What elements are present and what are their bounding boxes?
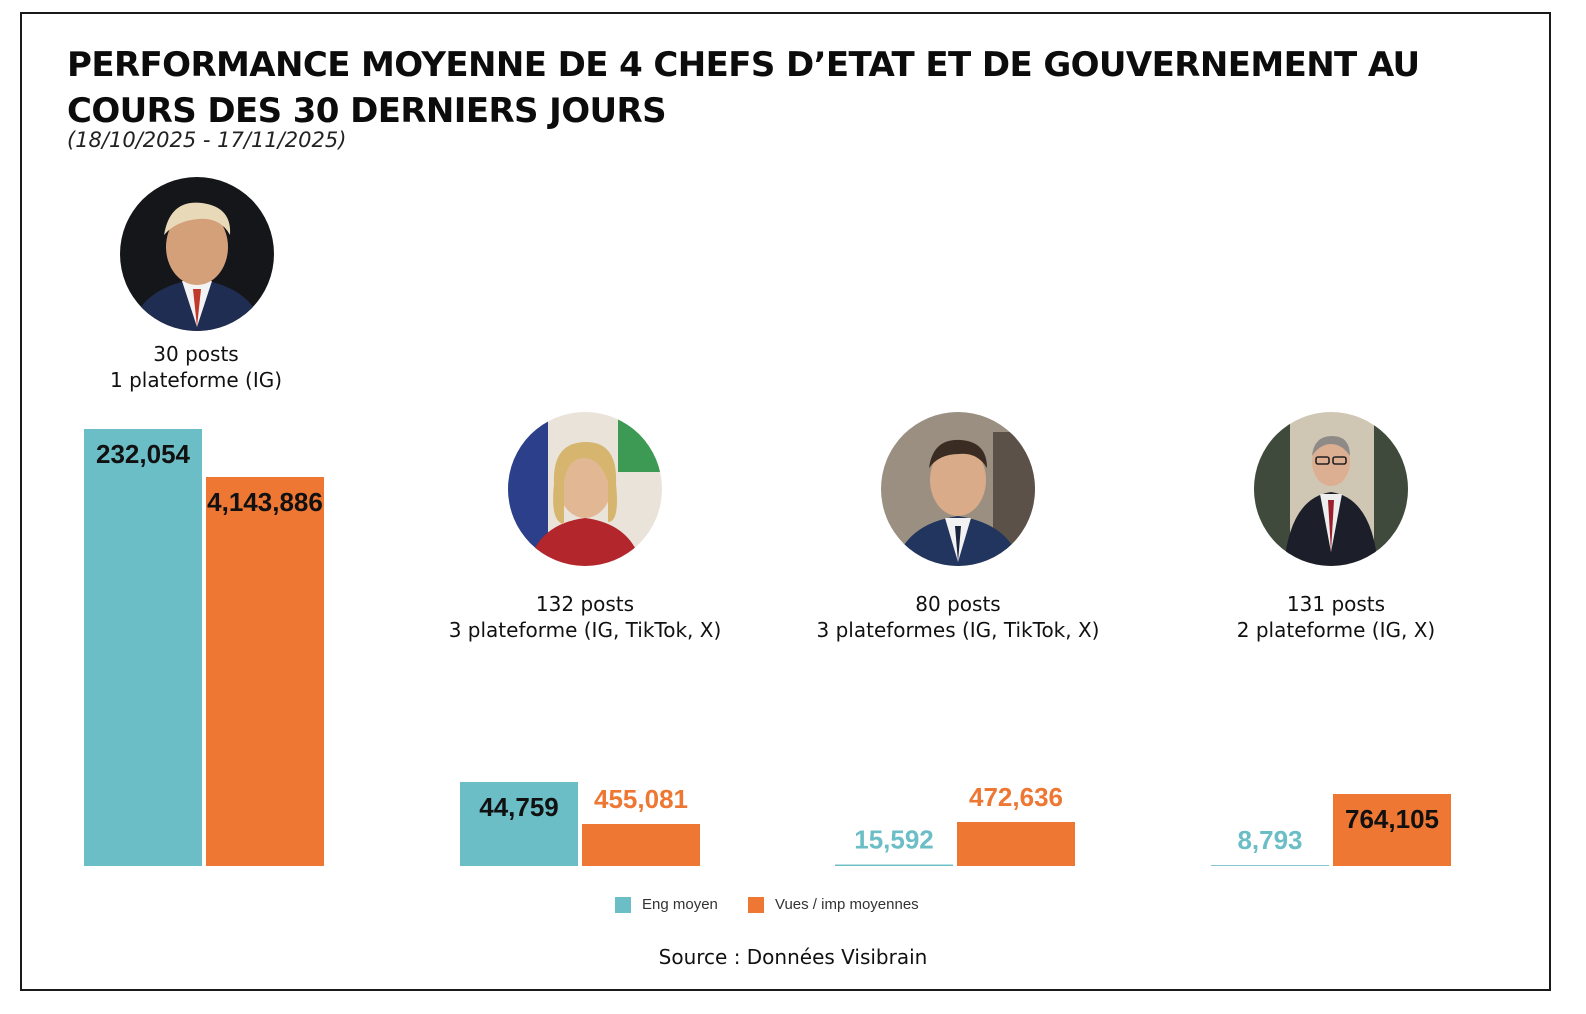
leader-posts: 131 posts bbox=[1286, 592, 1386, 616]
bar-eng-1 bbox=[84, 429, 202, 866]
value-label-vues-2: 455,081 bbox=[594, 784, 688, 814]
legend-item-vues: Vues / imp moyennes bbox=[748, 896, 919, 913]
leader-posts: 30 posts bbox=[153, 342, 239, 366]
bar-vues-1 bbox=[206, 477, 324, 866]
value-label-eng-2: 44,759 bbox=[479, 792, 559, 822]
bar-eng-4 bbox=[1211, 865, 1329, 866]
legend-swatch-eng bbox=[615, 896, 631, 913]
value-label-vues-4: 764,105 bbox=[1345, 804, 1439, 834]
value-label-vues-3: 472,636 bbox=[969, 782, 1063, 812]
leader-caption-1: 30 posts 1 plateforme (IG) bbox=[16, 341, 376, 393]
leader-platforms: 3 plateformes (IG, TikTok, X) bbox=[816, 618, 1100, 642]
legend-label-eng: Eng moyen bbox=[642, 896, 718, 913]
date-range-subtitle: (18/10/2025 - 17/11/2025) bbox=[67, 128, 347, 152]
value-label-vues-1: 4,143,886 bbox=[207, 487, 323, 517]
bar-eng-2 bbox=[460, 782, 578, 866]
legend-label-vues: Vues / imp moyennes bbox=[775, 896, 919, 913]
leader-caption-3: 80 posts 3 plateformes (IG, TikTok, X) bbox=[778, 591, 1138, 643]
leader-portrait-1 bbox=[120, 177, 274, 331]
value-label-eng-3: 15,592 bbox=[854, 825, 934, 855]
leader-posts: 132 posts bbox=[535, 592, 635, 616]
bar-eng-3 bbox=[835, 864, 953, 866]
leader-platforms: 3 plateforme (IG, TikTok, X) bbox=[448, 618, 722, 642]
legend-swatch-vues bbox=[748, 896, 764, 913]
leader-platforms: 2 plateforme (IG, X) bbox=[1236, 618, 1436, 642]
leader-platforms: 1 plateforme (IG) bbox=[109, 368, 283, 392]
legend-item-eng: Eng moyen bbox=[615, 896, 718, 913]
bar-vues-3 bbox=[957, 822, 1075, 866]
leader-caption-4: 131 posts 2 plateforme (IG, X) bbox=[1156, 591, 1516, 643]
leader-caption-2: 132 posts 3 plateforme (IG, TikTok, X) bbox=[405, 591, 765, 643]
value-label-eng-1: 232,054 bbox=[96, 439, 191, 469]
bar-vues-2 bbox=[582, 824, 700, 866]
leader-posts: 80 posts bbox=[915, 592, 1001, 616]
chart-title: PERFORMANCE MOYENNE DE 4 CHEFS D’ETAT ET… bbox=[67, 45, 1420, 131]
bar-vues-4 bbox=[1333, 794, 1451, 866]
source-note: Source : Données Visibrain bbox=[658, 945, 928, 969]
value-label-eng-4: 8,793 bbox=[1237, 825, 1302, 855]
chart-frame bbox=[20, 12, 1551, 991]
